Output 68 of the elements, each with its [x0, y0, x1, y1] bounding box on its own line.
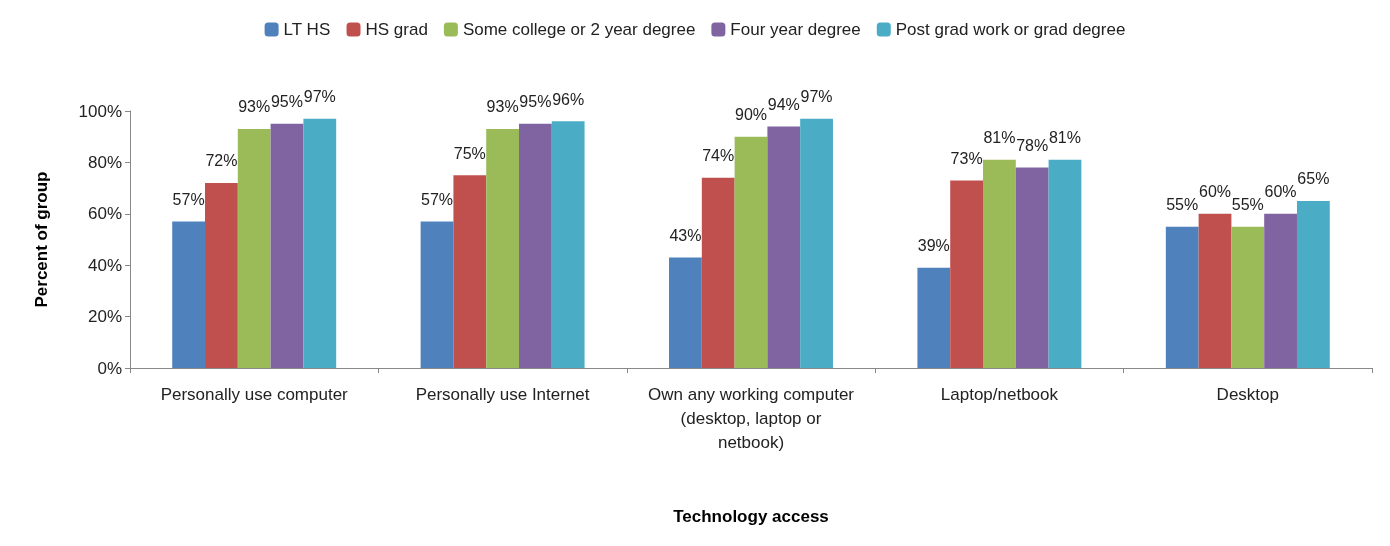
legend-label: LT HS	[283, 20, 331, 39]
data-label: 94%	[767, 95, 800, 113]
data-label: 65%	[1297, 170, 1330, 188]
legend-label: Post grad work or grad degree	[895, 20, 1126, 39]
bar	[518, 123, 552, 368]
y-tick-label: 40%	[87, 255, 122, 275]
data-label: 57%	[421, 191, 454, 209]
data-label: 81%	[983, 129, 1016, 147]
y-axis-title: Percent of group	[32, 171, 51, 308]
data-label: 55%	[1166, 196, 1199, 214]
bar	[237, 128, 271, 368]
data-label: 81%	[1048, 129, 1081, 147]
y-tick-label: 80%	[87, 152, 122, 172]
bar	[420, 221, 454, 368]
x-tick-label: Personally use Internet	[415, 384, 590, 404]
bar	[1296, 200, 1330, 368]
x-tick-label: Personally use computer	[160, 384, 349, 404]
x-tick-label: Laptop/netbook	[940, 384, 1059, 404]
x-tick-label: Desktop	[1216, 384, 1279, 404]
y-tick-label: 20%	[87, 307, 122, 327]
data-label: 97%	[800, 88, 833, 106]
data-label: 72%	[205, 152, 238, 170]
bar	[205, 182, 238, 368]
data-label: 43%	[669, 226, 702, 244]
bar	[486, 128, 519, 368]
data-label: 95%	[270, 93, 303, 111]
bar	[701, 177, 735, 368]
bar	[1165, 226, 1199, 368]
bar	[734, 136, 768, 368]
bar	[1231, 226, 1265, 368]
bar	[917, 267, 951, 368]
data-label: 74%	[702, 147, 735, 165]
data-label: 57%	[172, 191, 205, 209]
legend-label: Some college or 2 year degree	[462, 20, 696, 39]
bar	[767, 126, 801, 368]
bar	[950, 180, 984, 368]
data-label: 60%	[1264, 183, 1297, 201]
data-label: 95%	[519, 93, 552, 111]
data-label: 55%	[1231, 196, 1264, 214]
data-label: 73%	[950, 149, 983, 167]
bar	[669, 257, 702, 368]
data-label: 75%	[453, 144, 486, 162]
y-tick-label: 60%	[87, 204, 122, 224]
data-label: 90%	[734, 106, 768, 124]
bar	[983, 159, 1016, 368]
bar	[1015, 167, 1049, 368]
bar	[1198, 213, 1232, 368]
legend-label: Four year degree	[730, 20, 861, 39]
data-label: 78%	[1016, 137, 1049, 155]
bar	[172, 221, 206, 368]
bar	[453, 175, 487, 368]
bar	[1264, 213, 1297, 368]
bar	[1048, 159, 1082, 368]
data-label: 60%	[1199, 183, 1232, 201]
data-label: 39%	[917, 237, 950, 255]
bar	[551, 121, 585, 368]
y-tick-label: 100%	[78, 101, 122, 121]
data-label: 97%	[303, 88, 336, 106]
x-tick-label: Own any working computer (desktop, laptop or netbook)	[648, 384, 855, 452]
x-axis-title: Technology access	[673, 507, 829, 526]
bar	[270, 123, 304, 368]
legend-label: HS grad	[365, 20, 428, 39]
bar	[303, 118, 337, 368]
y-tick-label: 0%	[97, 358, 122, 378]
data-label: 93%	[486, 98, 519, 116]
bar	[800, 118, 833, 368]
data-label: 93%	[238, 98, 271, 116]
data-label: 96%	[552, 90, 585, 108]
